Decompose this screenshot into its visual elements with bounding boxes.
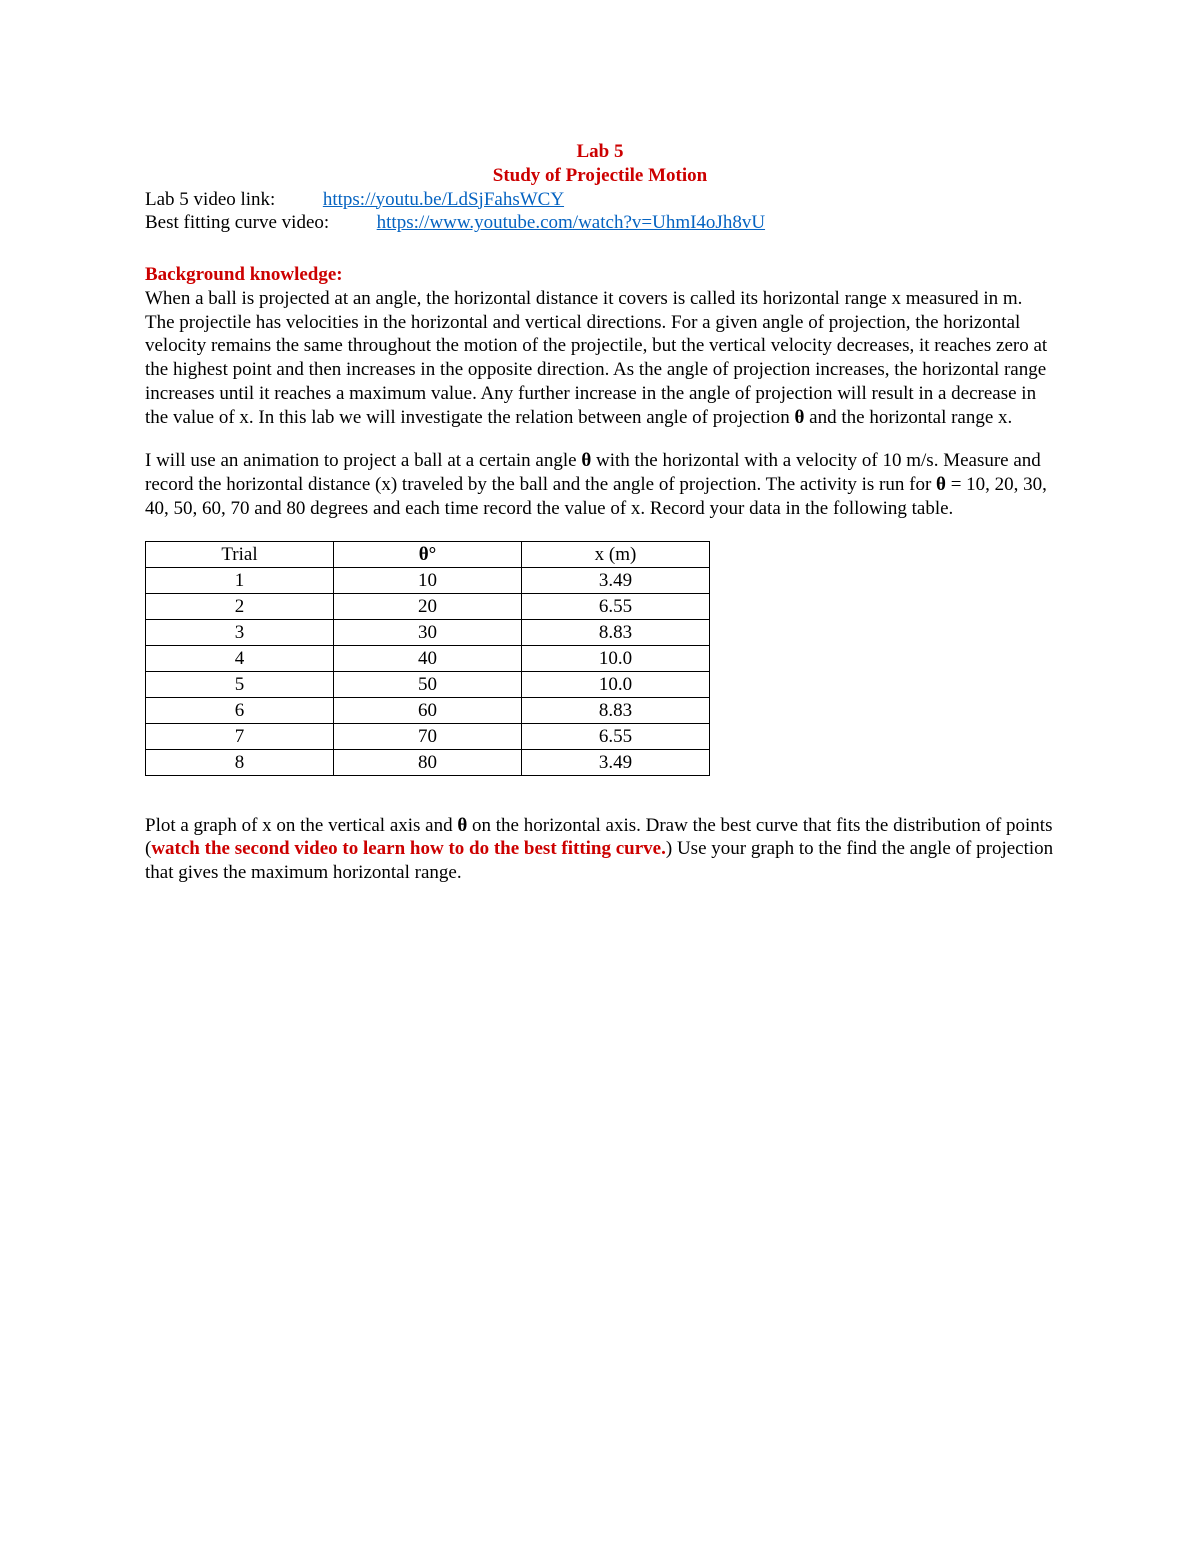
theta-symbol: θ <box>581 450 591 471</box>
table-cell: 8.83 <box>522 697 710 723</box>
table-cell: 10.0 <box>522 645 710 671</box>
table-row: 44010.0 <box>146 645 710 671</box>
title-line-2: Study of Projectile Motion <box>145 164 1055 188</box>
lab-title: Study of Projectile Motion <box>493 165 707 186</box>
col-header-x: x (m) <box>522 541 710 567</box>
table-cell: 2 <box>146 593 334 619</box>
theta-symbol: θ <box>457 815 467 836</box>
table-cell: 60 <box>334 697 522 723</box>
table-cell: 4 <box>146 645 334 671</box>
table-row: 55010.0 <box>146 671 710 697</box>
closing-a: Plot a graph of x on the vertical axis a… <box>145 815 457 836</box>
table-cell: 50 <box>334 671 522 697</box>
bg-p2-a: I will use an animation to project a bal… <box>145 450 581 471</box>
table-cell: 3 <box>146 619 334 645</box>
lab5-video-line: Lab 5 video link: https://youtu.be/LdSjF… <box>145 188 1055 212</box>
closing-paragraph: Plot a graph of x on the vertical axis a… <box>145 814 1055 885</box>
bg-p1-b: and the horizontal range x. <box>804 407 1012 428</box>
table-cell: 3.49 <box>522 567 710 593</box>
table-cell: 10.0 <box>522 671 710 697</box>
document-page: Lab 5 Study of Projectile Motion Lab 5 v… <box>0 0 1200 1553</box>
table-cell: 8.83 <box>522 619 710 645</box>
bestfit-video-link[interactable]: https://www.youtube.com/watch?v=UhmI4oJh… <box>377 212 765 233</box>
table-cell: 6.55 <box>522 593 710 619</box>
table-cell: 5 <box>146 671 334 697</box>
table-cell: 80 <box>334 749 522 775</box>
table-cell: 30 <box>334 619 522 645</box>
table-cell: 8 <box>146 749 334 775</box>
theta-symbol: θ <box>795 407 805 428</box>
table-row: 6608.83 <box>146 697 710 723</box>
table-cell: 10 <box>334 567 522 593</box>
background-paragraph-1: When a ball is projected at an angle, th… <box>145 287 1055 430</box>
table-body: 1103.492206.553308.8344010.055010.06608.… <box>146 567 710 775</box>
table-cell: 3.49 <box>522 749 710 775</box>
table-cell: 6.55 <box>522 723 710 749</box>
background-paragraph-2: I will use an animation to project a bal… <box>145 449 1055 520</box>
table-cell: 7 <box>146 723 334 749</box>
bestfit-video-label: Best fitting curve video: <box>145 212 329 233</box>
title-line-1: Lab 5 <box>145 140 1055 164</box>
closing-red: watch the second video to learn how to d… <box>151 838 666 859</box>
table-row: 1103.49 <box>146 567 710 593</box>
table-row: 8803.49 <box>146 749 710 775</box>
table-cell: 20 <box>334 593 522 619</box>
col-header-theta: θ° <box>334 541 522 567</box>
spacer <box>280 189 318 210</box>
col-header-trial: Trial <box>146 541 334 567</box>
table-cell: 1 <box>146 567 334 593</box>
theta-symbol: θ <box>936 474 946 495</box>
spacer <box>334 212 372 233</box>
table-cell: 70 <box>334 723 522 749</box>
bestfit-video-line: Best fitting curve video: https://www.yo… <box>145 211 1055 235</box>
lab5-video-label: Lab 5 video link: <box>145 189 275 210</box>
table-header-row: Trial θ° x (m) <box>146 541 710 567</box>
table-row: 2206.55 <box>146 593 710 619</box>
table-row: 7706.55 <box>146 723 710 749</box>
lab5-video-link[interactable]: https://youtu.be/LdSjFahsWCY <box>323 189 564 210</box>
table-cell: 6 <box>146 697 334 723</box>
table-cell: 40 <box>334 645 522 671</box>
table-row: 3308.83 <box>146 619 710 645</box>
data-table: Trial θ° x (m) 1103.492206.553308.834401… <box>145 541 710 776</box>
background-heading: Background knowledge: <box>145 263 1055 287</box>
lab-number: Lab 5 <box>577 141 624 162</box>
